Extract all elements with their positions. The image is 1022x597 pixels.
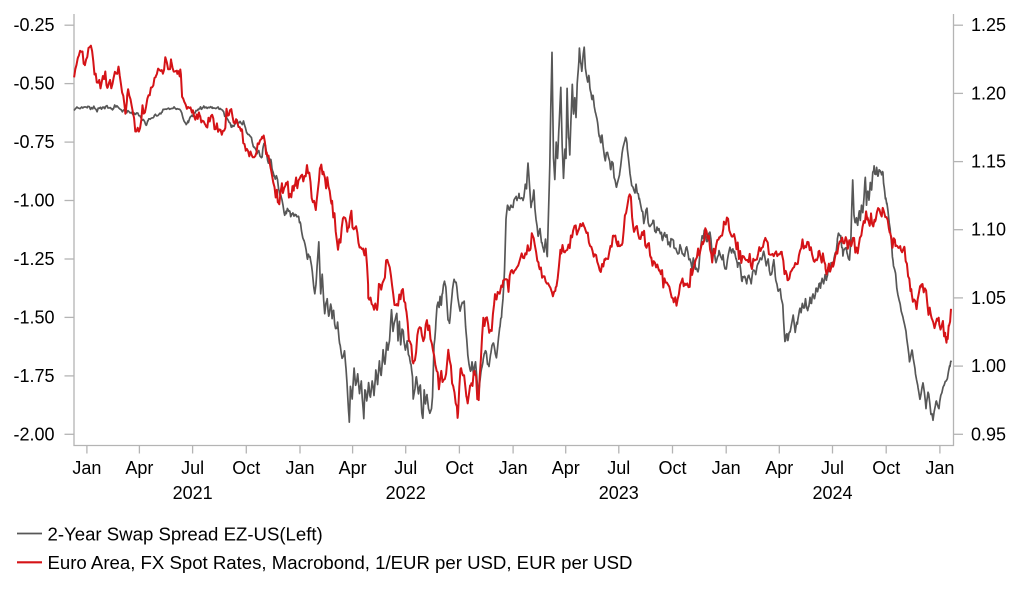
svg-text:0.95: 0.95 (971, 424, 1006, 444)
svg-text:Jan: Jan (499, 458, 528, 478)
svg-text:Jul: Jul (821, 458, 844, 478)
svg-text:1.05: 1.05 (971, 288, 1006, 308)
svg-text:1.25: 1.25 (971, 15, 1006, 35)
svg-text:-1.75: -1.75 (13, 366, 54, 386)
svg-text:Oct: Oct (232, 458, 260, 478)
svg-text:1.15: 1.15 (971, 152, 1006, 172)
svg-text:2-Year Swap Spread EZ-US(Left): 2-Year Swap Spread EZ-US(Left) (48, 524, 323, 545)
svg-text:2023: 2023 (599, 483, 639, 503)
svg-text:-1.00: -1.00 (13, 191, 54, 211)
svg-text:1.20: 1.20 (971, 83, 1006, 103)
svg-text:Jul: Jul (394, 458, 417, 478)
svg-text:Jul: Jul (607, 458, 630, 478)
svg-text:-2.00: -2.00 (13, 424, 54, 444)
svg-text:2024: 2024 (812, 483, 852, 503)
svg-text:Apr: Apr (765, 458, 793, 478)
svg-text:-0.75: -0.75 (13, 132, 54, 152)
svg-text:Apr: Apr (339, 458, 367, 478)
svg-text:Jan: Jan (285, 458, 314, 478)
svg-text:2022: 2022 (386, 483, 426, 503)
svg-text:Jan: Jan (925, 458, 954, 478)
svg-text:-1.50: -1.50 (13, 307, 54, 327)
svg-text:1.10: 1.10 (971, 220, 1006, 240)
svg-text:Oct: Oct (872, 458, 900, 478)
svg-text:Oct: Oct (658, 458, 686, 478)
svg-text:Apr: Apr (552, 458, 580, 478)
svg-text:-0.50: -0.50 (13, 74, 54, 94)
svg-text:Apr: Apr (125, 458, 153, 478)
svg-text:Euro Area, FX Spot Rates, Macr: Euro Area, FX Spot Rates, Macrobond, 1/E… (48, 552, 633, 573)
svg-text:1.00: 1.00 (971, 356, 1006, 376)
svg-text:2021: 2021 (173, 483, 213, 503)
svg-text:-0.25: -0.25 (13, 15, 54, 35)
svg-text:Jul: Jul (181, 458, 204, 478)
svg-text:Oct: Oct (445, 458, 473, 478)
svg-text:Jan: Jan (72, 458, 101, 478)
svg-text:-1.25: -1.25 (13, 249, 54, 269)
svg-text:Jan: Jan (712, 458, 741, 478)
